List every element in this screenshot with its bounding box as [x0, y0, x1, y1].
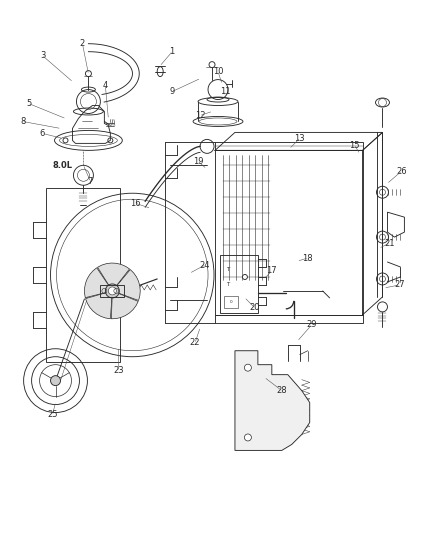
Text: 22: 22: [190, 338, 200, 348]
Text: 24: 24: [200, 261, 210, 270]
Text: 25: 25: [47, 410, 58, 419]
Text: 10: 10: [213, 67, 223, 76]
Circle shape: [50, 376, 60, 385]
Text: 2: 2: [80, 39, 85, 48]
Text: 15: 15: [350, 141, 360, 150]
Circle shape: [244, 364, 251, 371]
Text: 28: 28: [276, 386, 287, 395]
Circle shape: [242, 274, 247, 279]
Text: 6: 6: [40, 129, 45, 138]
Bar: [224, 296, 238, 308]
Circle shape: [244, 434, 251, 441]
Text: 20: 20: [250, 303, 260, 312]
Text: 21: 21: [384, 239, 395, 247]
Text: 8.0L: 8.0L: [53, 161, 73, 170]
Circle shape: [209, 62, 215, 68]
Bar: [215, 315, 363, 323]
Text: 26: 26: [396, 167, 407, 176]
Text: 5: 5: [26, 99, 31, 108]
Text: 1: 1: [170, 47, 175, 56]
Circle shape: [108, 287, 117, 295]
Text: 12: 12: [195, 111, 205, 120]
Text: 11: 11: [220, 87, 230, 96]
Text: 8: 8: [20, 117, 25, 126]
Bar: [46, 188, 120, 362]
Bar: [220, 255, 258, 313]
Polygon shape: [98, 263, 130, 286]
Bar: [215, 142, 363, 150]
Text: T: T: [226, 282, 230, 287]
Text: 23: 23: [113, 366, 124, 375]
Polygon shape: [85, 293, 112, 319]
Polygon shape: [111, 293, 138, 319]
Bar: [215, 150, 363, 315]
Text: 7: 7: [88, 177, 93, 186]
Text: T: T: [226, 268, 230, 272]
Text: 3: 3: [40, 51, 45, 60]
Polygon shape: [116, 270, 140, 301]
Polygon shape: [85, 268, 109, 297]
Circle shape: [63, 138, 68, 143]
Polygon shape: [235, 351, 310, 450]
Text: 4: 4: [103, 81, 108, 90]
Text: 29: 29: [307, 320, 317, 329]
Text: 0: 0: [230, 300, 232, 304]
Text: 18: 18: [302, 254, 313, 263]
Text: 13: 13: [294, 134, 305, 143]
Circle shape: [108, 138, 113, 143]
Bar: [100, 285, 124, 297]
Text: 16: 16: [130, 199, 141, 208]
Circle shape: [106, 284, 119, 298]
Circle shape: [85, 71, 92, 77]
Text: 17: 17: [266, 266, 277, 276]
Text: 9: 9: [170, 87, 175, 96]
Text: 19: 19: [193, 157, 203, 166]
Text: 27: 27: [394, 280, 405, 289]
